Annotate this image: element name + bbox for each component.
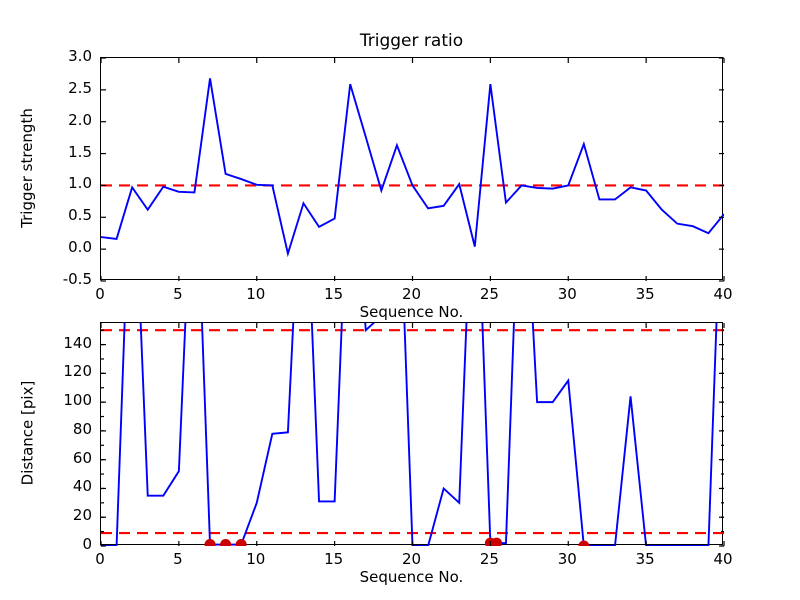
trigger-ratio-xlabel: Sequence No. [359,303,464,321]
trigger-ratio-plot-area [100,57,725,282]
tick-marks [100,57,725,282]
xtick-label: 10 [246,285,266,303]
xtick-label: 15 [324,285,344,303]
ytick-label: 0.5 [68,206,92,225]
distance-axes [100,322,725,547]
data-series-0 [101,323,718,546]
ytick-label: 40 [72,477,92,496]
xtick-label: 25 [479,285,499,303]
xtick-label: 0 [95,550,105,568]
ytick-label: 20 [72,506,92,525]
ytick-label: 60 [72,448,92,467]
ytick-label: -0.5 [62,270,92,288]
xtick-label: 10 [246,550,266,568]
ytick-label: 0 [82,535,92,553]
xtick-label: 20 [401,550,422,568]
data-series-0 [101,78,724,258]
marker-point [491,537,503,546]
ytick-label: 3.0 [68,47,92,65]
ytick-label: 2.0 [68,110,92,129]
ytick-label: 2.5 [68,78,92,97]
ytick-label: 80 [72,419,92,438]
xtick-label: 0 [95,285,105,303]
xtick-label: 35 [635,550,655,568]
ytick-label: 1.5 [68,142,92,161]
distance-xlabel: Sequence No. [359,568,464,586]
distance-ylabel: Distance [pix] [17,380,36,485]
xtick-label: 15 [324,550,344,568]
xtick-label: 25 [479,550,499,568]
xtick-label: 40 [713,285,733,303]
xtick-label: 20 [401,285,422,303]
marker-point [235,539,247,546]
xtick-label: 5 [173,285,183,303]
trigger-ratio-ylabel: Trigger strength [17,107,36,228]
ytick-label: 120 [63,362,92,381]
ytick-label: 1.0 [68,174,92,193]
xtick-label: 5 [173,550,183,568]
marker-point [578,540,590,546]
ytick-label: 140 [63,333,92,352]
xtick-label: 30 [557,550,577,568]
distance-plot-area [100,323,725,547]
xtick-label: 40 [713,550,733,568]
trigger-ratio-axes: Trigger ratio [100,31,725,282]
ytick-label: 0.0 [68,238,92,257]
ytick-label: 100 [63,391,92,410]
marker-point [204,539,216,546]
xtick-label: 30 [557,285,577,303]
marker-point [220,539,232,546]
tick-marks [100,323,725,547]
chart-title-trigger-ratio: Trigger ratio [359,31,464,51]
xtick-label: 35 [635,285,655,303]
